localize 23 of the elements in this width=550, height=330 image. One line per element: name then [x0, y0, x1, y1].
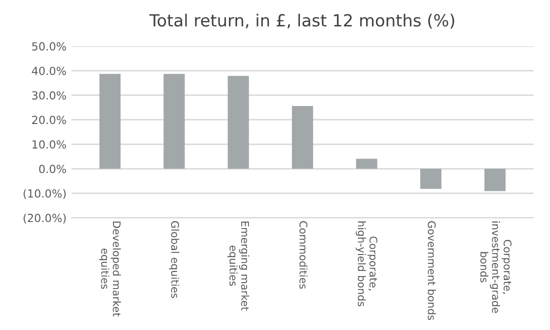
- x-tick-label: Government bonds: [428, 221, 436, 320]
- bar: [356, 158, 378, 169]
- y-tick-label: 50.0%: [32, 42, 66, 51]
- y-tick-label: (20.0%): [24, 214, 66, 224]
- bar: [228, 76, 249, 169]
- bar: [292, 106, 314, 169]
- y-tick-label: 20.0%: [32, 116, 66, 124]
- x-tick-label: Global equities: [169, 221, 180, 298]
- y-tick-label: 0.0%: [39, 164, 66, 174]
- bar: [484, 168, 506, 192]
- x-tick-label: Commodities: [299, 221, 308, 289]
- bar: [420, 168, 442, 189]
- bar: [164, 74, 185, 169]
- chart-title: Total return, in £, last 12 months (%): [149, 14, 454, 29]
- y-tick-label: 40.0%: [32, 66, 66, 76]
- x-tick-label: Developed market equities: [99, 222, 121, 317]
- y-tick-label: (10.0%): [24, 189, 66, 199]
- x-tick-label: Corporate, investment-grade bonds: [480, 222, 512, 313]
- x-tick-label: Emerging market equities: [227, 222, 250, 311]
- bar: [99, 74, 121, 169]
- x-tick-label: Corporate, high-yield bonds: [356, 222, 378, 306]
- y-tick-label: 30.0%: [32, 91, 66, 100]
- y-tick-label: 10.0%: [32, 140, 66, 149]
